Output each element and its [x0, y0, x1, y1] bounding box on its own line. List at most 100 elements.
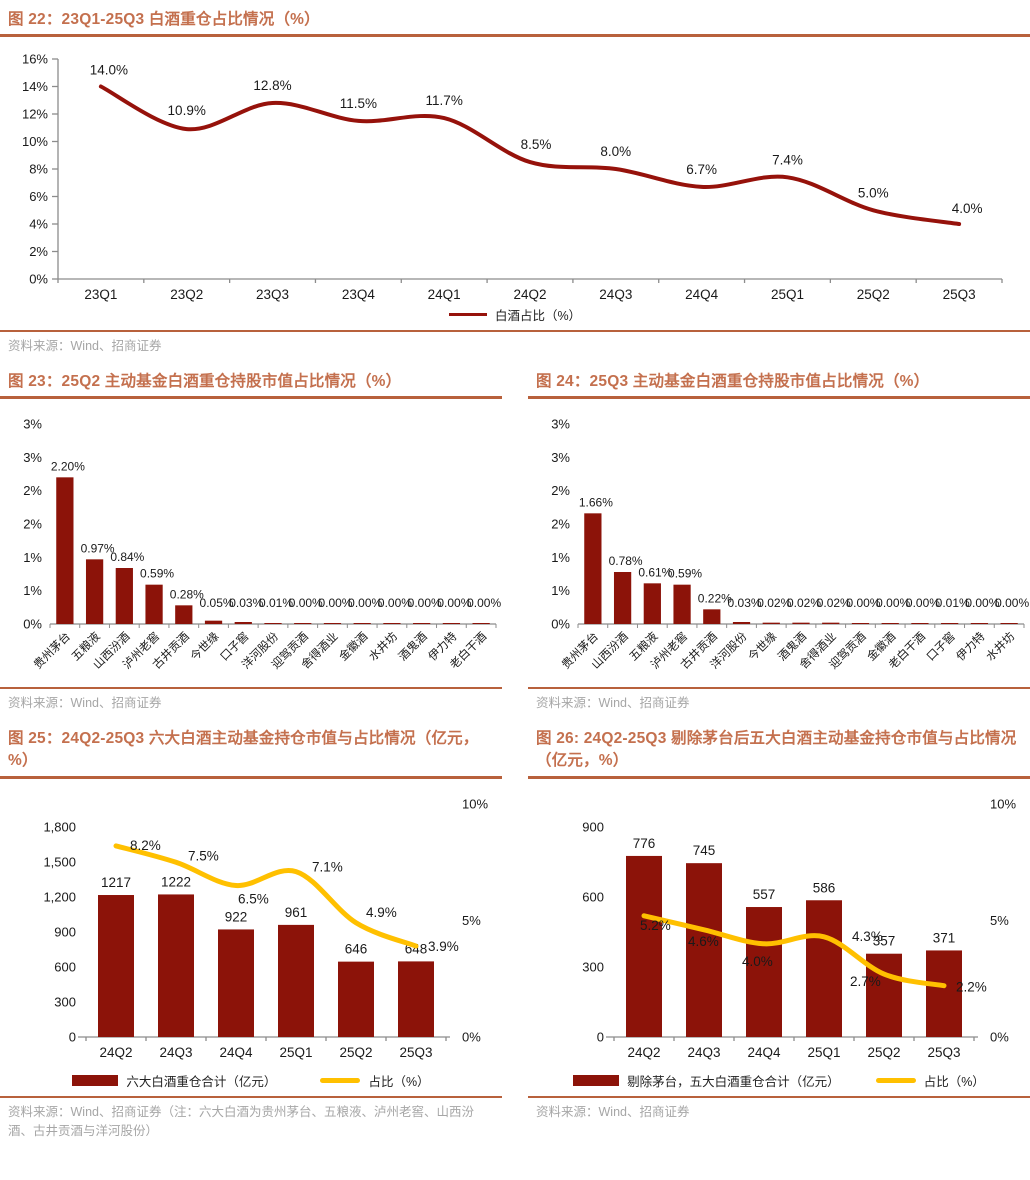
svg-text:0.02%: 0.02% [817, 596, 851, 610]
svg-text:6.5%: 6.5% [238, 891, 269, 906]
charts-row-1: 图 23：25Q2 主动基金白酒重仓持股市值占比情况（%） 0% 1% 1% 2% 2%… [0, 371, 1030, 714]
svg-text:24Q2: 24Q2 [513, 287, 546, 302]
figure-24: 图 24：25Q3 主动基金白酒重仓持股市值占比情况（%） 0% 1% 1% 2% 2%… [528, 371, 1030, 714]
fig25-source: 资料来源：Wind、招商证券（注：六大白酒为贵州茅台、五粮液、泸州老窖、山西汾酒… [8, 1104, 474, 1138]
svg-text:25Q3: 25Q3 [927, 1045, 960, 1060]
svg-text:0%: 0% [551, 617, 570, 632]
svg-text:8.5%: 8.5% [521, 138, 552, 153]
svg-text:600: 600 [54, 959, 76, 974]
line-swatch-icon [320, 1077, 361, 1083]
svg-text:1,500: 1,500 [43, 854, 76, 869]
legend-item: 剔除茅台，五大白酒重仓合计（亿元） [573, 1071, 840, 1090]
svg-text:6.7%: 6.7% [686, 162, 717, 177]
svg-text:0%: 0% [29, 272, 48, 287]
svg-text:2%: 2% [23, 483, 42, 498]
svg-text:0.00%: 0.00% [318, 596, 352, 610]
svg-text:776: 776 [633, 836, 656, 851]
fig23-bar-chart: 0%1%1%2%2%3%3%2.20%贵州茅台0.97%五粮液0.84%山西汾酒… [23, 417, 501, 672]
fig24-bar-chart: 0%1%1%2%2%3%3%1.66%贵州茅台0.78%山西汾酒0.61%五粮液… [551, 417, 1029, 672]
svg-text:961: 961 [285, 905, 308, 920]
svg-text:4.6%: 4.6% [688, 933, 719, 948]
svg-text:24Q3: 24Q3 [599, 287, 632, 302]
svg-text:646: 646 [345, 941, 368, 956]
fig25-combo-chart: 0 300 600 900 1,200 1,500 1,800 0% 5% 10% 1217 24Q2… [43, 796, 488, 1060]
svg-text:25Q1: 25Q1 [771, 287, 804, 302]
svg-text:900: 900 [582, 819, 604, 834]
fig23-source: 资料来源：Wind、招商证券 [8, 696, 162, 711]
svg-text:0%: 0% [462, 1029, 481, 1044]
svg-text:2%: 2% [23, 517, 42, 532]
svg-text:12.8%: 12.8% [253, 78, 291, 93]
fig22-line-chart: 0% 2% 4% 6% 8% 10% 12% 14% 16% 14.0% 23Q1 10.9% 23Q2… [22, 52, 1003, 302]
svg-text:3%: 3% [23, 417, 42, 432]
legend-label: 六大白酒重仓合计（亿元） [126, 1074, 277, 1089]
svg-text:8.0%: 8.0% [600, 144, 631, 159]
svg-text:24Q2: 24Q2 [99, 1045, 132, 1060]
svg-text:0.00%: 0.00% [289, 596, 323, 610]
svg-text:3%: 3% [23, 450, 42, 465]
svg-text:1%: 1% [551, 583, 570, 598]
svg-text:922: 922 [225, 909, 248, 924]
svg-text:4.0%: 4.0% [952, 201, 983, 216]
svg-text:0: 0 [597, 1029, 604, 1044]
fig26-source: 资料来源：Wind、招商证券 [536, 1104, 690, 1119]
fig22-title: 图 22：23Q1-25Q3 白酒重仓占比情况（%） [8, 11, 320, 28]
svg-text:5%: 5% [990, 913, 1009, 928]
svg-text:14%: 14% [22, 79, 48, 94]
svg-text:0: 0 [69, 1029, 76, 1044]
svg-text:2.20%: 2.20% [51, 460, 85, 474]
line-swatch-icon [875, 1077, 916, 1083]
fig26-source-rule [528, 1095, 1030, 1098]
fig22-source-rule [0, 330, 1030, 333]
svg-text:23Q2: 23Q2 [170, 287, 203, 302]
svg-text:4.9%: 4.9% [366, 904, 397, 919]
svg-text:10%: 10% [990, 796, 1016, 811]
svg-text:25Q1: 25Q1 [807, 1045, 840, 1060]
legend-label: 占比（%） [923, 1074, 985, 1089]
svg-text:1222: 1222 [161, 874, 191, 889]
svg-text:300: 300 [582, 959, 604, 974]
svg-text:4.3%: 4.3% [852, 928, 883, 943]
svg-text:0.78%: 0.78% [609, 554, 643, 568]
svg-text:水井坊: 水井坊 [366, 629, 401, 664]
svg-text:745: 745 [693, 843, 716, 858]
svg-text:0.02%: 0.02% [757, 596, 791, 610]
figure-25: 图 25：24Q2-25Q3 六大白酒主动基金持仓市值与占比情况（亿元，%） 0… [0, 728, 502, 1142]
svg-text:金徽酒: 金徽酒 [336, 630, 370, 664]
svg-text:2%: 2% [551, 483, 570, 498]
fig24-title: 图 24：25Q3 主动基金白酒重仓持股市值占比情况（%） [536, 372, 930, 390]
fig23-source-rule [0, 687, 502, 690]
svg-text:2.2%: 2.2% [956, 979, 987, 994]
svg-text:24Q4: 24Q4 [685, 287, 719, 302]
fig22-source: 资料来源：Wind、招商证券 [8, 339, 162, 354]
svg-text:0.00%: 0.00% [965, 596, 999, 610]
svg-text:25Q2: 25Q2 [857, 287, 890, 302]
svg-text:23Q3: 23Q3 [256, 287, 289, 302]
svg-text:0.22%: 0.22% [698, 592, 732, 606]
svg-text:口子窖: 口子窖 [923, 630, 957, 664]
svg-text:5.0%: 5.0% [858, 186, 889, 201]
svg-text:8.2%: 8.2% [130, 838, 161, 853]
svg-text:1%: 1% [551, 550, 570, 565]
svg-text:0.02%: 0.02% [787, 596, 821, 610]
svg-text:7.5%: 7.5% [188, 848, 219, 863]
figure-26: 图 26: 24Q2-25Q3 剔除茅台后五大白酒主动基金持仓市值与占比情况（亿… [528, 728, 1030, 1142]
svg-text:24Q1: 24Q1 [428, 287, 461, 302]
svg-text:0.00%: 0.00% [467, 596, 501, 610]
svg-text:14.0%: 14.0% [90, 63, 128, 78]
bar-swatch-icon [573, 1074, 620, 1086]
svg-text:0.01%: 0.01% [936, 596, 970, 610]
fig24-title-rule [528, 396, 1030, 400]
svg-text:1,200: 1,200 [43, 889, 76, 904]
svg-text:10%: 10% [22, 134, 48, 149]
svg-text:0.00%: 0.00% [846, 596, 880, 610]
svg-text:今世缘: 今世缘 [187, 629, 222, 664]
svg-text:11.7%: 11.7% [426, 94, 463, 109]
svg-text:0.00%: 0.00% [995, 596, 1029, 610]
svg-text:3.9%: 3.9% [428, 939, 459, 954]
bar-swatch-icon [72, 1074, 119, 1086]
fig26-legend: 剔除茅台，五大白酒重仓合计（亿元） 占比（%） [528, 1071, 1030, 1090]
svg-text:0.03%: 0.03% [728, 596, 762, 610]
legend-label: 剔除茅台，五大白酒重仓合计（亿元） [627, 1074, 840, 1089]
fig26-title: 图 26: 24Q2-25Q3 剔除茅台后五大白酒主动基金持仓市值与占比情况（亿… [536, 729, 1017, 770]
